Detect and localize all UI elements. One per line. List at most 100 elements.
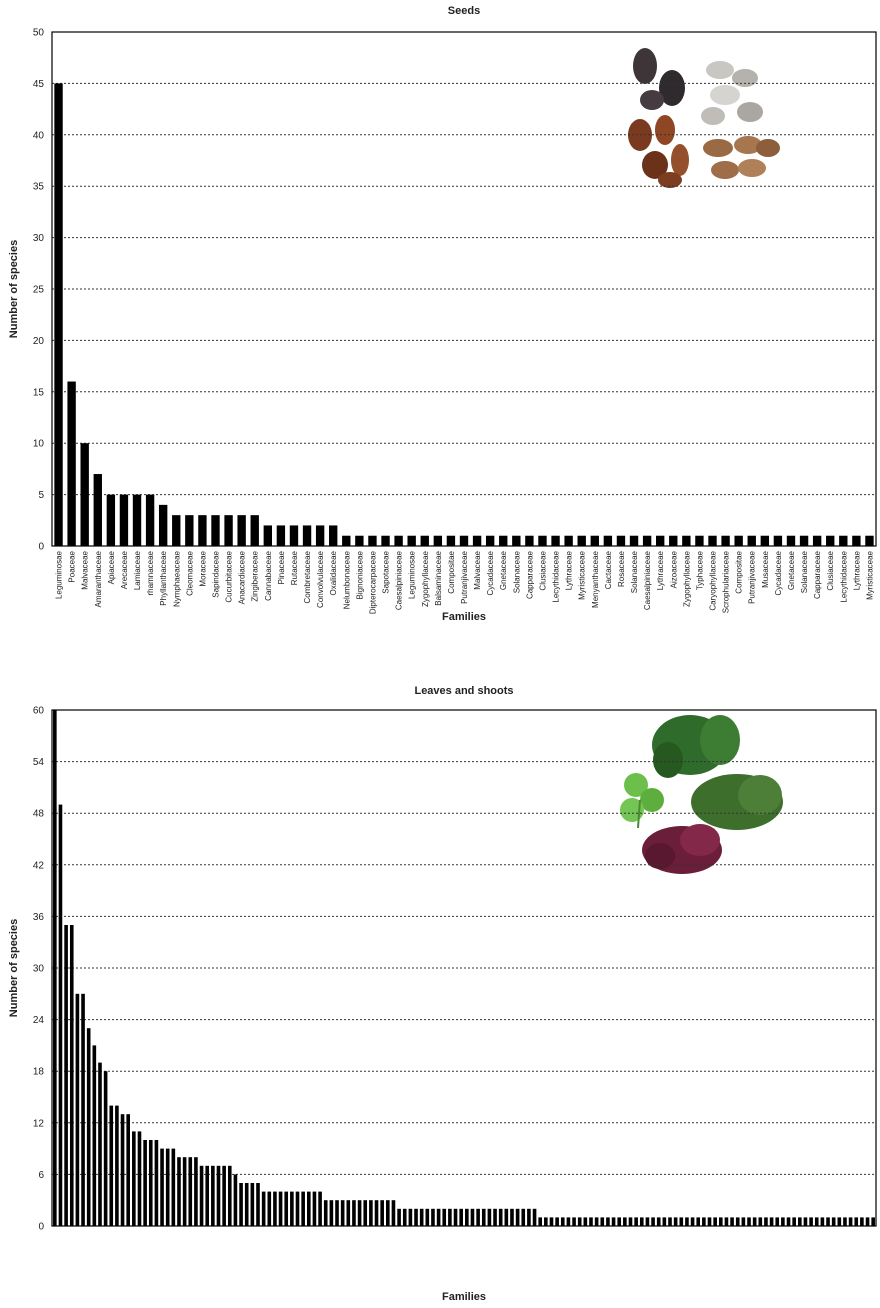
bar bbox=[561, 1217, 565, 1226]
bar bbox=[600, 1217, 604, 1226]
x-axis-title: Families bbox=[442, 1291, 486, 1303]
bar bbox=[860, 1217, 864, 1226]
y-tick-label: 36 bbox=[33, 912, 45, 923]
bar bbox=[149, 1140, 153, 1226]
bar bbox=[380, 1200, 384, 1226]
bar bbox=[222, 1166, 226, 1226]
bar bbox=[758, 1217, 762, 1226]
bar bbox=[234, 1174, 238, 1226]
bar bbox=[237, 515, 245, 546]
x-tick-label: Menyanthaceae bbox=[591, 550, 600, 607]
bar bbox=[800, 536, 808, 546]
bar bbox=[303, 525, 311, 546]
bar bbox=[392, 1200, 396, 1226]
bar bbox=[54, 83, 62, 546]
bar bbox=[447, 536, 455, 546]
bar bbox=[94, 474, 102, 546]
bar bbox=[708, 536, 716, 546]
bar bbox=[753, 1217, 757, 1226]
x-tick-label: Malvaceae bbox=[473, 550, 482, 589]
x-tick-label: Putranjivaceae bbox=[748, 550, 757, 603]
x-tick-label: Zygophyllaceae bbox=[682, 550, 691, 607]
bar bbox=[448, 1209, 452, 1226]
x-tick-label: Scrophulariaceae bbox=[722, 550, 731, 613]
x-tick-label: Solanaceae bbox=[512, 550, 521, 593]
y-tick-label: 50 bbox=[33, 28, 45, 39]
bar bbox=[849, 1217, 853, 1226]
bar bbox=[434, 536, 442, 546]
bar bbox=[486, 536, 494, 546]
x-tick-label: Phyllanthaceae bbox=[159, 550, 168, 605]
bar bbox=[407, 536, 415, 546]
leaf-photo bbox=[620, 715, 783, 874]
bar bbox=[177, 1157, 181, 1226]
x-tick-label: Cycadaceae bbox=[486, 550, 495, 595]
x-tick-label: Lamiaceae bbox=[133, 550, 142, 590]
x-tick-label: Musaceae bbox=[761, 550, 770, 587]
bar bbox=[160, 1149, 164, 1226]
bar bbox=[316, 525, 324, 546]
bar bbox=[324, 1200, 328, 1226]
x-tick-label: Compositae bbox=[735, 550, 744, 593]
chart-title: Seeds bbox=[448, 5, 480, 17]
bar bbox=[555, 1217, 559, 1226]
bar bbox=[397, 1209, 401, 1226]
bar bbox=[159, 505, 167, 546]
bar bbox=[651, 1217, 655, 1226]
bar bbox=[643, 536, 651, 546]
bar bbox=[81, 443, 89, 546]
bar bbox=[843, 1217, 847, 1226]
bar bbox=[185, 515, 193, 546]
bar bbox=[394, 536, 402, 546]
x-tick-label: Cannabaceae bbox=[264, 550, 273, 600]
bar bbox=[414, 1209, 418, 1226]
bar bbox=[725, 1217, 729, 1226]
bar bbox=[64, 925, 68, 1226]
bar bbox=[198, 515, 206, 546]
bar bbox=[482, 1209, 486, 1226]
bar bbox=[832, 1217, 836, 1226]
bar bbox=[525, 536, 533, 546]
x-tick-label: Combretaceae bbox=[303, 550, 312, 603]
x-tick-label: Compositae bbox=[447, 550, 456, 593]
y-tick-label: 20 bbox=[33, 336, 45, 347]
bar bbox=[815, 1217, 819, 1226]
bar bbox=[663, 1217, 667, 1226]
bar bbox=[734, 536, 742, 546]
y-tick-label: 24 bbox=[33, 1015, 45, 1026]
bar bbox=[107, 495, 115, 546]
y-tick-label: 0 bbox=[38, 1222, 44, 1233]
bar bbox=[454, 1209, 458, 1226]
bar bbox=[527, 1209, 531, 1226]
y-tick-label: 18 bbox=[33, 1067, 45, 1078]
bar bbox=[826, 536, 834, 546]
y-axis-title: Number of species bbox=[8, 240, 20, 338]
bar bbox=[617, 536, 625, 546]
x-tick-label: Capparaceae bbox=[813, 550, 822, 599]
bar bbox=[59, 805, 63, 1226]
x-tick-label: Lecythidaceae bbox=[839, 550, 848, 602]
bar bbox=[115, 1106, 119, 1226]
bar bbox=[109, 1106, 113, 1226]
bar bbox=[386, 1200, 390, 1226]
bar bbox=[172, 515, 180, 546]
bar bbox=[217, 1166, 221, 1226]
bar bbox=[488, 1209, 492, 1226]
bar bbox=[713, 1217, 717, 1226]
x-tick-label: Balsaminaceae bbox=[434, 550, 443, 605]
bar bbox=[748, 536, 756, 546]
bar bbox=[431, 1209, 435, 1226]
bar bbox=[205, 1166, 209, 1226]
bar bbox=[211, 1166, 215, 1226]
bar bbox=[821, 1217, 825, 1226]
x-tick-label: Zingiberaceae bbox=[251, 550, 260, 601]
x-tick-label: rhamnaceae bbox=[146, 550, 155, 595]
bar bbox=[420, 1209, 424, 1226]
bar bbox=[510, 1209, 514, 1226]
bar bbox=[442, 1209, 446, 1226]
bar bbox=[120, 495, 128, 546]
bar bbox=[296, 1192, 300, 1226]
bar bbox=[211, 515, 219, 546]
bar bbox=[499, 536, 507, 546]
